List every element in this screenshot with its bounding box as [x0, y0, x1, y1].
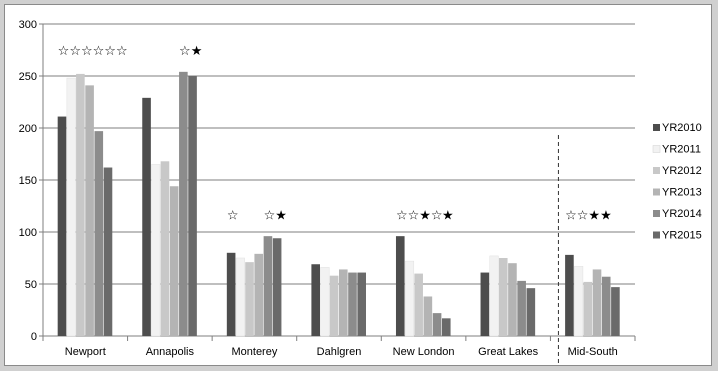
bar-yr2010-newport [57, 116, 67, 336]
bar-yr2014-mid-south [601, 276, 611, 336]
bar-yr2013-newport [85, 85, 94, 336]
legend-label: YR2010 [662, 122, 702, 134]
bar-yr2013-annapolis [169, 186, 179, 336]
bar-yr2012-newport [76, 73, 85, 337]
bar-chart: 0 50 100 150 200 250 300 Newport Annapolis Monter… [19, 19, 702, 364]
bar-yr2011-new-london [404, 260, 415, 337]
star-annotation: ☆ [227, 208, 239, 223]
bar-yr2011-monterey [235, 257, 245, 337]
bar-yr2012-dahlgren [329, 275, 339, 336]
legend-swatch [653, 210, 660, 217]
star-annotation: ☆★ [264, 208, 287, 223]
bar-yr2013-great-lakes [508, 263, 517, 336]
bar-yr2010-dahlgren [311, 264, 320, 336]
x-category-label: New London [393, 346, 455, 358]
bar-yr2014-annapolis [179, 71, 188, 336]
y-tick-label: 300 [19, 19, 37, 31]
y-tick-label: 0 [31, 331, 37, 343]
bar-yr2015-newport [103, 167, 113, 336]
bar-yr2015-great-lakes [526, 288, 536, 336]
bar-yr2010-new-london [395, 236, 405, 336]
legend-label: YR2014 [662, 208, 702, 220]
bar-yr2011-newport [66, 77, 76, 337]
x-category-label: Annapolis [146, 346, 195, 358]
chart-frame: 0 50 100 150 200 250 300 Newport Annapolis Monter… [4, 4, 712, 366]
bar-yr2010-monterey [226, 252, 236, 336]
bar-yr2012-new-london [414, 273, 423, 336]
x-category-label: Dahlgren [317, 346, 362, 358]
legend-label: YR2011 [662, 144, 701, 156]
legend-swatch [653, 188, 660, 196]
bar-yr2013-dahlgren [339, 269, 348, 336]
bar-yr2011-dahlgren [320, 267, 330, 337]
bar-yr2011-mid-south [574, 266, 584, 337]
x-category-label: Mid-South [568, 346, 618, 358]
legend-swatch [652, 145, 661, 153]
star-annotation: ☆☆★★ [565, 208, 612, 223]
star-annotation: ☆☆☆☆☆☆ [58, 44, 128, 59]
star-annotation: ☆☆★☆ [396, 208, 443, 223]
bar-yr2014-newport [94, 131, 104, 336]
bar-yr2012-annapolis [160, 161, 170, 336]
bar-yr2012-monterey [245, 262, 254, 336]
bar-yr2013-mid-south [592, 269, 602, 336]
bar-yr2014-monterey [263, 236, 273, 336]
bar-yr2012-mid-south [583, 281, 593, 336]
y-tick-label: 250 [19, 71, 37, 83]
y-tick-label: 50 [25, 279, 37, 291]
legend-label: YR2012 [662, 165, 702, 177]
legend-swatch [653, 231, 660, 239]
bar-yr2012-great-lakes [498, 258, 508, 336]
bar-yr2015-new-london [441, 318, 451, 336]
star-annotation: ★ [442, 208, 454, 223]
bar-yr2013-new-london [423, 296, 433, 336]
bar-yr2015-mid-south [611, 287, 620, 336]
legend-label: YR2015 [662, 230, 702, 242]
legend-swatch [653, 167, 660, 174]
y-tick-label: 150 [19, 175, 37, 187]
bar-yr2014-new-london [432, 313, 442, 336]
bar-yr2013-monterey [254, 253, 264, 336]
x-category-label: Monterey [231, 346, 277, 358]
legend-label: YR2013 [662, 187, 702, 199]
y-tick-label: 200 [19, 123, 37, 135]
bar-yr2014-great-lakes [517, 280, 526, 336]
bar-yr2014-dahlgren [348, 272, 357, 336]
bar-yr2015-dahlgren [357, 272, 366, 336]
bar-yr2010-mid-south [565, 254, 574, 336]
bar-yr2011-annapolis [151, 164, 161, 337]
bar-yr2015-annapolis [188, 76, 197, 336]
legend-swatch [653, 124, 660, 131]
bar-yr2010-annapolis [142, 97, 151, 336]
y-tick-label: 100 [19, 227, 37, 239]
x-category-label: Newport [65, 346, 106, 358]
star-annotation: ☆★ [179, 44, 202, 59]
bar-yr2011-great-lakes [489, 255, 499, 337]
x-category-label: Great Lakes [478, 346, 538, 358]
bar-yr2010-great-lakes [480, 272, 490, 336]
bar-yr2015-monterey [272, 238, 282, 336]
